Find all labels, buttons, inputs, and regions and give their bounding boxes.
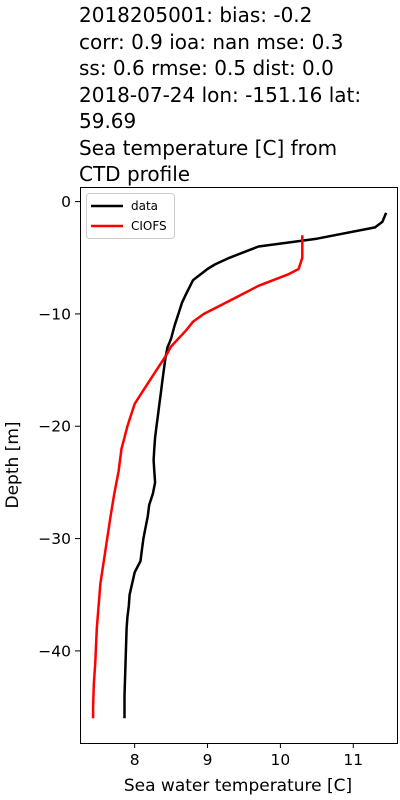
y-axis-label: Depth [m] <box>3 421 23 508</box>
y-tick-label: −40 <box>38 642 71 660</box>
x-axis-label: Sea water temperature [C] <box>124 776 352 796</box>
series-line-ciofs <box>91 235 304 719</box>
x-axis-ticks: 8 9 10 11 <box>130 743 363 769</box>
x-tick-label: 11 <box>343 751 363 769</box>
y-tick-label: −30 <box>38 530 71 548</box>
y-tick-label: 0 <box>61 193 71 211</box>
series-lines <box>91 212 388 719</box>
y-tick-label: −20 <box>38 418 71 436</box>
legend-label-data: data <box>131 199 158 213</box>
legend-label-ciofs: CIOFS <box>131 219 167 233</box>
plot-frame <box>80 187 398 744</box>
x-tick-label: 10 <box>271 751 291 769</box>
series-line-data <box>123 212 388 719</box>
x-tick-label: 9 <box>203 751 213 769</box>
legend: data CIOFS <box>86 193 175 239</box>
y-axis-ticks: 0 −10 −20 −30 −40 <box>38 193 80 660</box>
x-tick-label: 8 <box>130 751 140 769</box>
chart-title: 2018205001: bias: -0.2 corr: 0.9 ioa: na… <box>79 3 362 186</box>
y-tick-label: −10 <box>38 305 71 323</box>
